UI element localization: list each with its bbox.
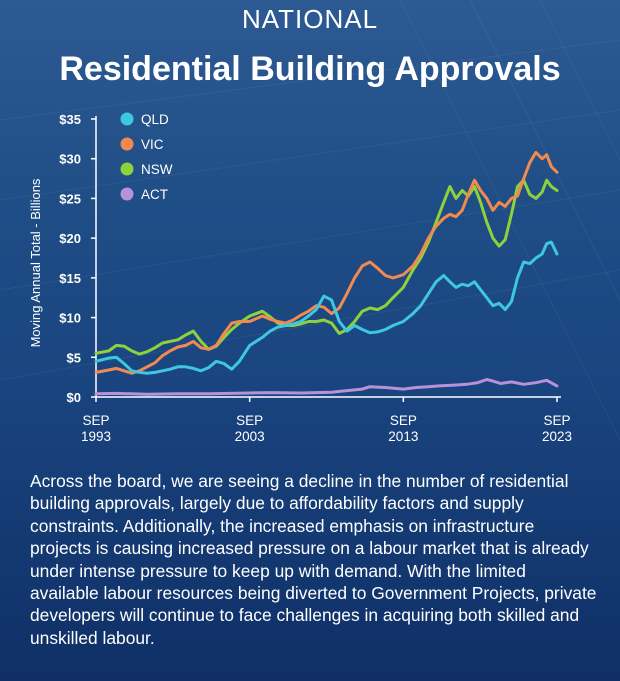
line-chart: $0$5$10$15$20$25$30$35SEP1993SEP2003SEP2…	[28, 112, 572, 444]
y-tick-label: $15	[59, 271, 81, 286]
y-tick-label: $30	[59, 152, 81, 167]
series-line-qld	[94, 240, 559, 375]
legend-swatch-nsw	[120, 162, 134, 176]
x-tick-label: 2003	[235, 429, 265, 444]
y-tick-label: $20	[59, 231, 81, 246]
x-tick-label: SEP	[543, 413, 570, 428]
legend-swatch-vic	[120, 137, 134, 151]
legend-label-act: ACT	[141, 187, 168, 202]
legend-label-nsw: NSW	[141, 162, 173, 177]
body-paragraph: Across the board, we are seeing a declin…	[30, 471, 597, 648]
x-tick-label: SEP	[82, 413, 109, 428]
x-tick-label: SEP	[236, 413, 263, 428]
x-tick-label: 2023	[542, 429, 572, 444]
y-tick-label: $5	[67, 350, 81, 365]
series-line-vic	[94, 150, 559, 375]
x-tick-label: 1993	[81, 429, 111, 444]
x-tick-label: SEP	[390, 413, 417, 428]
legend-label-qld: QLD	[141, 112, 169, 127]
y-tick-label: $0	[67, 390, 81, 405]
y-tick-label: $25	[59, 191, 81, 206]
legend-swatch-qld	[120, 112, 134, 126]
legend-swatch-act	[120, 187, 134, 201]
series-line-nsw	[94, 178, 559, 356]
x-tick-label: 2013	[388, 429, 418, 444]
y-axis-title: Moving Annual Total - Billions	[28, 178, 43, 347]
y-tick-label: $10	[59, 311, 81, 326]
series-line-act	[94, 378, 559, 396]
page-title: Residential Building Approvals	[59, 50, 561, 88]
legend-label-vic: VIC	[141, 137, 164, 152]
page-kicker: NATIONAL	[241, 4, 379, 34]
y-tick-label: $35	[59, 112, 81, 127]
